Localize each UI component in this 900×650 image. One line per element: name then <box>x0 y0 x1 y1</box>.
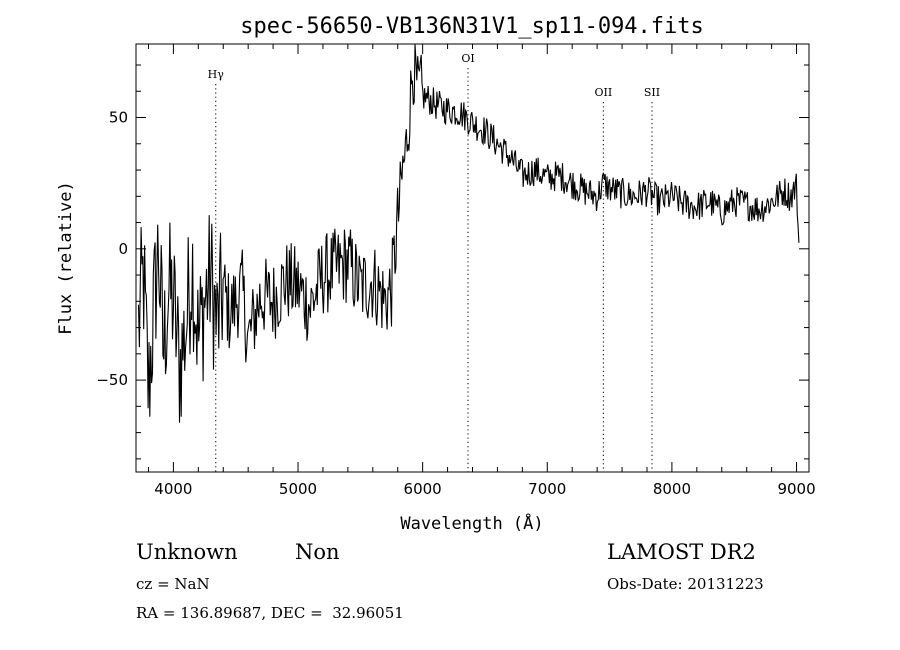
x-tick-label: 9000 <box>777 480 815 498</box>
survey-name: LAMOST DR2 <box>607 540 756 564</box>
chart-title: spec-56650-VB136N31V1_sp11-094.fits <box>240 14 704 39</box>
x-tick-label: 5000 <box>279 480 317 498</box>
axis-ticks: 4000 5000 6000 7000 8000 9000 −50 0 50 <box>96 44 816 498</box>
subclass-name: Non <box>295 540 340 564</box>
spectral-line-label: Hγ <box>208 68 225 81</box>
x-tick-label: 6000 <box>404 480 442 498</box>
y-tick-label: 50 <box>109 109 128 127</box>
y-tick-label: 0 <box>118 240 128 258</box>
spectral-line-label: OI <box>461 52 474 65</box>
spectral-line-label: OII <box>595 86 613 99</box>
obs-date: Obs-Date: 20131223 <box>607 575 764 593</box>
spectral-line-label: SII <box>644 86 660 99</box>
plot-frame <box>135 43 810 473</box>
x-tick-label: 8000 <box>653 480 691 498</box>
cz-value: cz = NaN <box>136 575 210 593</box>
coordinates: RA = 136.89687, DEC = 32.96051 <box>136 604 404 622</box>
y-tick-label: −50 <box>96 371 128 389</box>
x-tick-label: 7000 <box>528 480 566 498</box>
class-name: Unknown <box>136 540 238 564</box>
y-axis-label: Flux (relative) <box>56 181 76 335</box>
x-tick-label: 4000 <box>154 480 192 498</box>
spectrum-line <box>137 43 800 423</box>
spectral-line-markers: Hγ OI OII SII <box>208 52 660 472</box>
x-axis-label: Wavelength (Å) <box>400 512 543 534</box>
